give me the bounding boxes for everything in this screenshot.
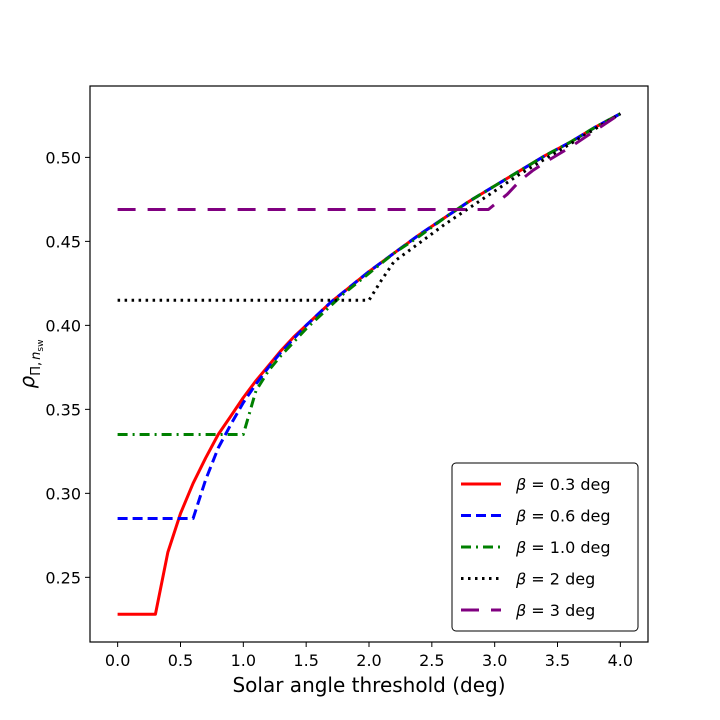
y-tick-label: 0.25 [45, 568, 81, 587]
series-line-4 [117, 112, 622, 211]
legend-label: β = 1.0 deg [515, 538, 610, 557]
y-tick-label: 0.35 [45, 400, 81, 419]
y-tick-label: 0.45 [45, 232, 81, 251]
x-tick-label: 0.0 [105, 651, 130, 670]
legend-box [451, 462, 639, 632]
legend-label: β = 0.6 deg [515, 507, 610, 526]
x-axis-label: Solar angle threshold (deg) [232, 673, 505, 697]
series-line-1 [117, 112, 622, 520]
legend-label: β = 2 deg [515, 570, 595, 589]
x-tick-label: 1.0 [231, 651, 256, 670]
y-tick-label: 0.40 [45, 316, 81, 335]
x-tick-label: 2.5 [419, 651, 444, 670]
legend-label: β = 3 deg [515, 601, 595, 620]
x-axis-ticks: 0.0 0.5 1.0 1.5 2.0 2.5 3.0 3.5 4.0 [105, 642, 633, 670]
series-line-2 [117, 112, 622, 436]
x-tick-label: 2.0 [356, 651, 381, 670]
x-tick-label: 4.0 [608, 651, 633, 670]
series-layer [117, 112, 622, 616]
x-tick-label: 3.5 [545, 651, 570, 670]
y-tick-label: 0.30 [45, 484, 81, 503]
x-tick-label: 0.5 [168, 651, 193, 670]
series-line-3 [117, 112, 622, 302]
y-axis-label: ρΠ,nsw [15, 340, 46, 389]
y-axis-ticks: 0.25 0.30 0.35 0.40 0.45 0.50 [45, 148, 90, 587]
x-tick-label: 3.0 [482, 651, 507, 670]
y-tick-label: 0.50 [45, 148, 81, 167]
legend-items: β = 0.3 deg β = 0.6 deg β = 1.0 deg β = 2 d… [461, 475, 610, 620]
legend: β = 0.3 deg β = 0.6 deg β = 1.0 deg β = 2 d… [451, 462, 639, 632]
legend-label: β = 0.3 deg [515, 475, 610, 494]
x-tick-label: 1.5 [293, 651, 318, 670]
